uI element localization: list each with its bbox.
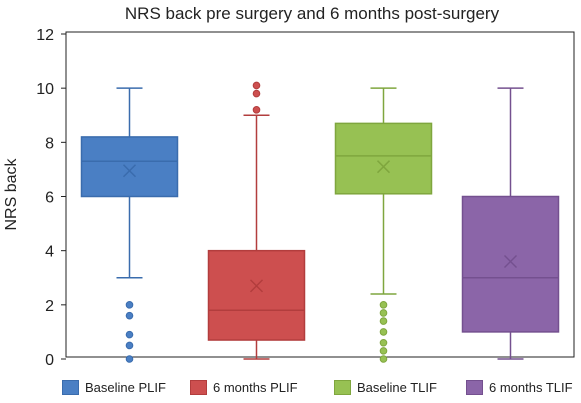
legend-item: 6 months TLIF: [466, 375, 573, 399]
mean-marker: [376, 160, 391, 174]
mean-marker: [122, 164, 137, 178]
outlier-point: [379, 338, 388, 347]
outlier-point: [379, 355, 388, 363]
chart-title: NRS back pre surgery and 6 months post-s…: [125, 4, 500, 23]
y-tick-label: 0: [45, 352, 54, 369]
outlier-point: [379, 317, 388, 325]
legend-swatch: [334, 379, 351, 395]
box-baseline-tlif: [334, 87, 433, 363]
legend-label: Baseline PLIF: [85, 379, 166, 395]
outlier-point: [125, 330, 134, 339]
legend-swatch: [466, 379, 483, 395]
iqr-box: [334, 122, 433, 195]
y-tick-label: 4: [45, 244, 54, 261]
iqr-box: [80, 136, 179, 198]
outlier-point: [125, 311, 134, 320]
outlier-point: [252, 106, 261, 114]
iqr-box: [207, 249, 306, 341]
chart-legend: Baseline PLIF 6 months PLIF Baseline TLIF 6…: [0, 375, 581, 399]
legend-swatch: [62, 379, 79, 395]
y-tick-label: 10: [36, 81, 54, 98]
outlier-point: [379, 301, 388, 309]
legend-label: Baseline TLIF: [357, 379, 437, 395]
iqr-box: [461, 195, 560, 333]
outlier-point: [379, 328, 388, 336]
y-axis-label: NRS back: [3, 157, 20, 230]
legend-item: Baseline PLIF: [62, 375, 166, 399]
y-tick-label: 8: [45, 135, 54, 152]
plot-frame: [65, 31, 575, 358]
y-tick-label: 12: [36, 27, 54, 44]
mean-marker: [503, 254, 518, 269]
y-tick-label: 6: [45, 190, 54, 207]
outlier-point: [379, 347, 388, 355]
outlier-point: [252, 81, 261, 90]
box-6-months-tlif: [461, 87, 560, 360]
legend-label: 6 months PLIF: [213, 379, 298, 395]
legend-swatch: [190, 379, 207, 395]
y-tick-label: 2: [45, 298, 54, 315]
outlier-point: [125, 301, 134, 309]
outlier-point: [379, 309, 388, 317]
box-6-months-plif: [207, 81, 306, 360]
outlier-point: [125, 341, 134, 350]
legend-item: Baseline TLIF: [334, 375, 437, 399]
chart-svg: NRS back pre surgery and 6 months post-s…: [3, 4, 575, 369]
legend-item: 6 months PLIF: [190, 375, 298, 399]
legend-label: 6 months TLIF: [489, 379, 573, 395]
plot-area: 0 2 4 6 8 10 12: [36, 27, 575, 369]
mean-marker: [249, 279, 264, 293]
outlier-point: [125, 355, 134, 363]
outlier-point: [252, 89, 261, 98]
box-baseline-plif: [80, 87, 179, 363]
